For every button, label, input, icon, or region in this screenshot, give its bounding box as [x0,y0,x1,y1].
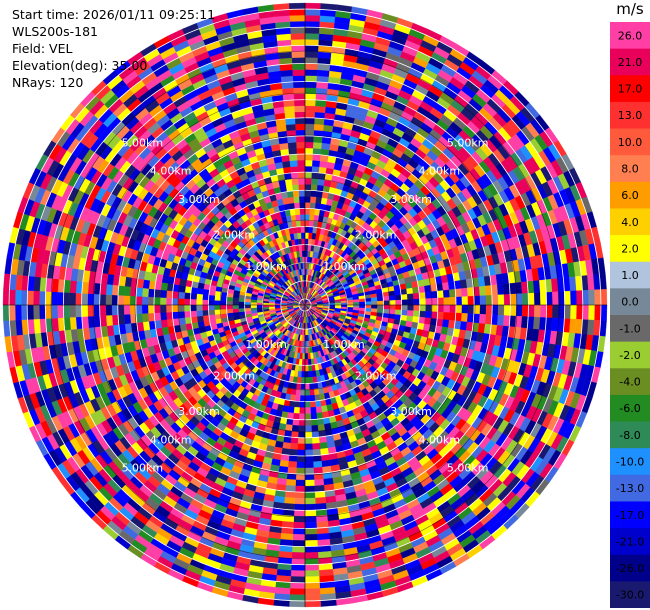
colorbar-unit: m/s [616,0,644,18]
colorbar-tick-label: 0.0 [621,296,639,309]
colorbar-tick-label: -13.0 [616,482,644,495]
colorbar-swatch [610,155,650,183]
range-ring-label: 2.00km [355,228,397,241]
colorbar-swatch [610,288,650,316]
colorbar-tick-label: 8.0 [621,163,639,176]
colorbar-tick-label: -6.0 [619,402,640,415]
start-time-label: Start time: 2026/01/11 09:25:11 [12,7,216,22]
colorbar-tick-label: 6.0 [621,189,639,202]
range-ring-label: 5.00km [447,462,489,475]
range-ring-label: 2.00km [214,370,256,383]
colorbar-swatch [610,22,650,50]
colorbar-tick-label: 4.0 [621,216,639,229]
colorbar-swatch [610,315,650,343]
range-ring-label: 5.00km [447,136,489,149]
colorbar-tick-label: -26.0 [616,562,644,575]
colorbar-tick-label: 21.0 [618,56,643,69]
elevation-label: Elevation(deg): 35.00 [12,58,148,73]
colorbar-tick-label: -8.0 [619,429,640,442]
range-ring-label: 4.00km [150,433,192,446]
colorbar-swatch [610,421,650,449]
range-ring-label: 5.00km [122,462,164,475]
colorbar-swatch [610,474,650,502]
colorbar-tick-label: 2.0 [621,242,639,255]
colorbar-swatch [610,554,650,582]
colorbar-swatch [610,235,650,263]
colorbar-swatch [610,181,650,209]
range-ring-label: 3.00km [178,405,220,418]
colorbar-swatch [610,48,650,76]
range-ring-label: 2.00km [355,370,397,383]
range-ring-label: 3.00km [390,405,432,418]
colorbar-tick-label: -1.0 [619,322,640,335]
colorbar-swatch [610,501,650,529]
scan-info: Start time: 2026/01/11 09:25:11 WLS200s-… [12,6,215,91]
range-ring-label: 5.00km [122,136,164,149]
colorbar-tick-label: -21.0 [616,535,644,548]
nrays-label: NRays: 120 [12,75,84,90]
range-ring-label: 1.00km [323,260,365,273]
colorbar-swatch [610,128,650,156]
colorbar-tick-label: -2.0 [619,349,640,362]
range-ring-label: 4.00km [150,165,192,178]
range-ring-label: 3.00km [178,193,220,206]
colorbar-swatch [610,261,650,289]
colorbar-tick-label: -10.0 [616,456,644,469]
colorbar-swatch [610,341,650,369]
colorbar-swatch [610,448,650,476]
colorbar-swatch [610,75,650,103]
range-ring-label: 4.00km [419,433,461,446]
colorbar-swatch [610,581,650,608]
range-ring-label: 1.00km [245,260,287,273]
colorbar-tick-label: 10.0 [618,136,643,149]
colorbar-swatch [610,394,650,423]
range-ring-label: 3.00km [390,193,432,206]
range-ring-label: 1.00km [323,338,365,351]
field-label: Field: VEL [12,41,73,56]
colorbar-tick-label: 26.0 [618,29,643,42]
colorbar-tick-label: -17.0 [616,509,644,522]
range-ring-label: 4.00km [419,165,461,178]
colorbar-tick-label: 1.0 [621,269,639,282]
range-ring-label: 2.00km [214,228,256,241]
colorbar-tick-label: -4.0 [619,376,640,389]
instrument-label: WLS200s-181 [12,24,98,39]
colorbar-swatch [610,368,650,396]
colorbar-tick-label: -30.0 [616,589,644,602]
colorbar-tick-label: 13.0 [618,109,643,122]
colorbar-tick-label: 17.0 [618,83,643,96]
colorbar-swatch [610,101,650,130]
colorbar-swatch [610,208,650,236]
colorbar-swatch [610,528,650,556]
colorbar: 26.0 21.0 17.0 13.0 10.0 8.0 6.0 4.0 2.0 1.0 0.0 -1… [610,22,650,608]
range-ring-label: 1.00km [245,338,287,351]
